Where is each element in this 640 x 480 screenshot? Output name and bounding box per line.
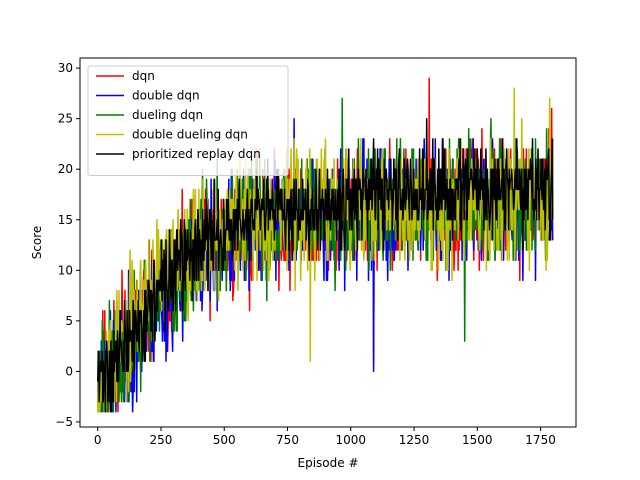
- legend-items: dqn double dqn dueling dqn double dueling d…: [96, 69, 261, 161]
- x-tick-label: 750: [276, 433, 299, 447]
- legend: dqn double dqn dueling dqn double dueling d…: [87, 65, 289, 176]
- y-tick-label: 0: [65, 364, 73, 378]
- x-tick-label: 1750: [525, 433, 556, 447]
- legend-box: [87, 65, 289, 176]
- series-line-prioritized-replay-dqn: [96, 117, 554, 413]
- y-tick-label: 20: [58, 162, 73, 176]
- x-axis-label: Episode #: [298, 456, 359, 470]
- y-axis-ticks: −5 0 5 10 15 20 25 30: [55, 61, 80, 429]
- y-tick-label: −5: [55, 415, 73, 429]
- x-tick-label: 500: [213, 433, 236, 447]
- legend-label: prioritized replay dqn: [132, 147, 261, 161]
- y-tick-label: 25: [58, 112, 73, 126]
- y-axis-label: Score: [30, 226, 44, 260]
- x-tick-label: 0: [94, 433, 102, 447]
- legend-label: dqn: [132, 69, 155, 83]
- plot-frame: [79, 57, 577, 428]
- x-axis-ticks: 0 250 500 750 1000 1250 1500 1750: [94, 427, 556, 447]
- x-tick-label: 1500: [462, 433, 493, 447]
- legend-label: double dueling dqn: [132, 128, 248, 142]
- x-tick-label: 1250: [399, 433, 430, 447]
- y-tick-label: 30: [58, 61, 73, 75]
- legend-label: dueling dqn: [132, 108, 203, 122]
- y-tick-label: 10: [58, 263, 73, 277]
- y-tick-label: 5: [65, 314, 73, 328]
- legend-label: double dqn: [132, 89, 200, 103]
- y-tick-label: 15: [58, 213, 73, 227]
- series-layer: [96, 77, 554, 413]
- x-tick-label: 1000: [336, 433, 367, 447]
- x-tick-label: 250: [150, 433, 173, 447]
